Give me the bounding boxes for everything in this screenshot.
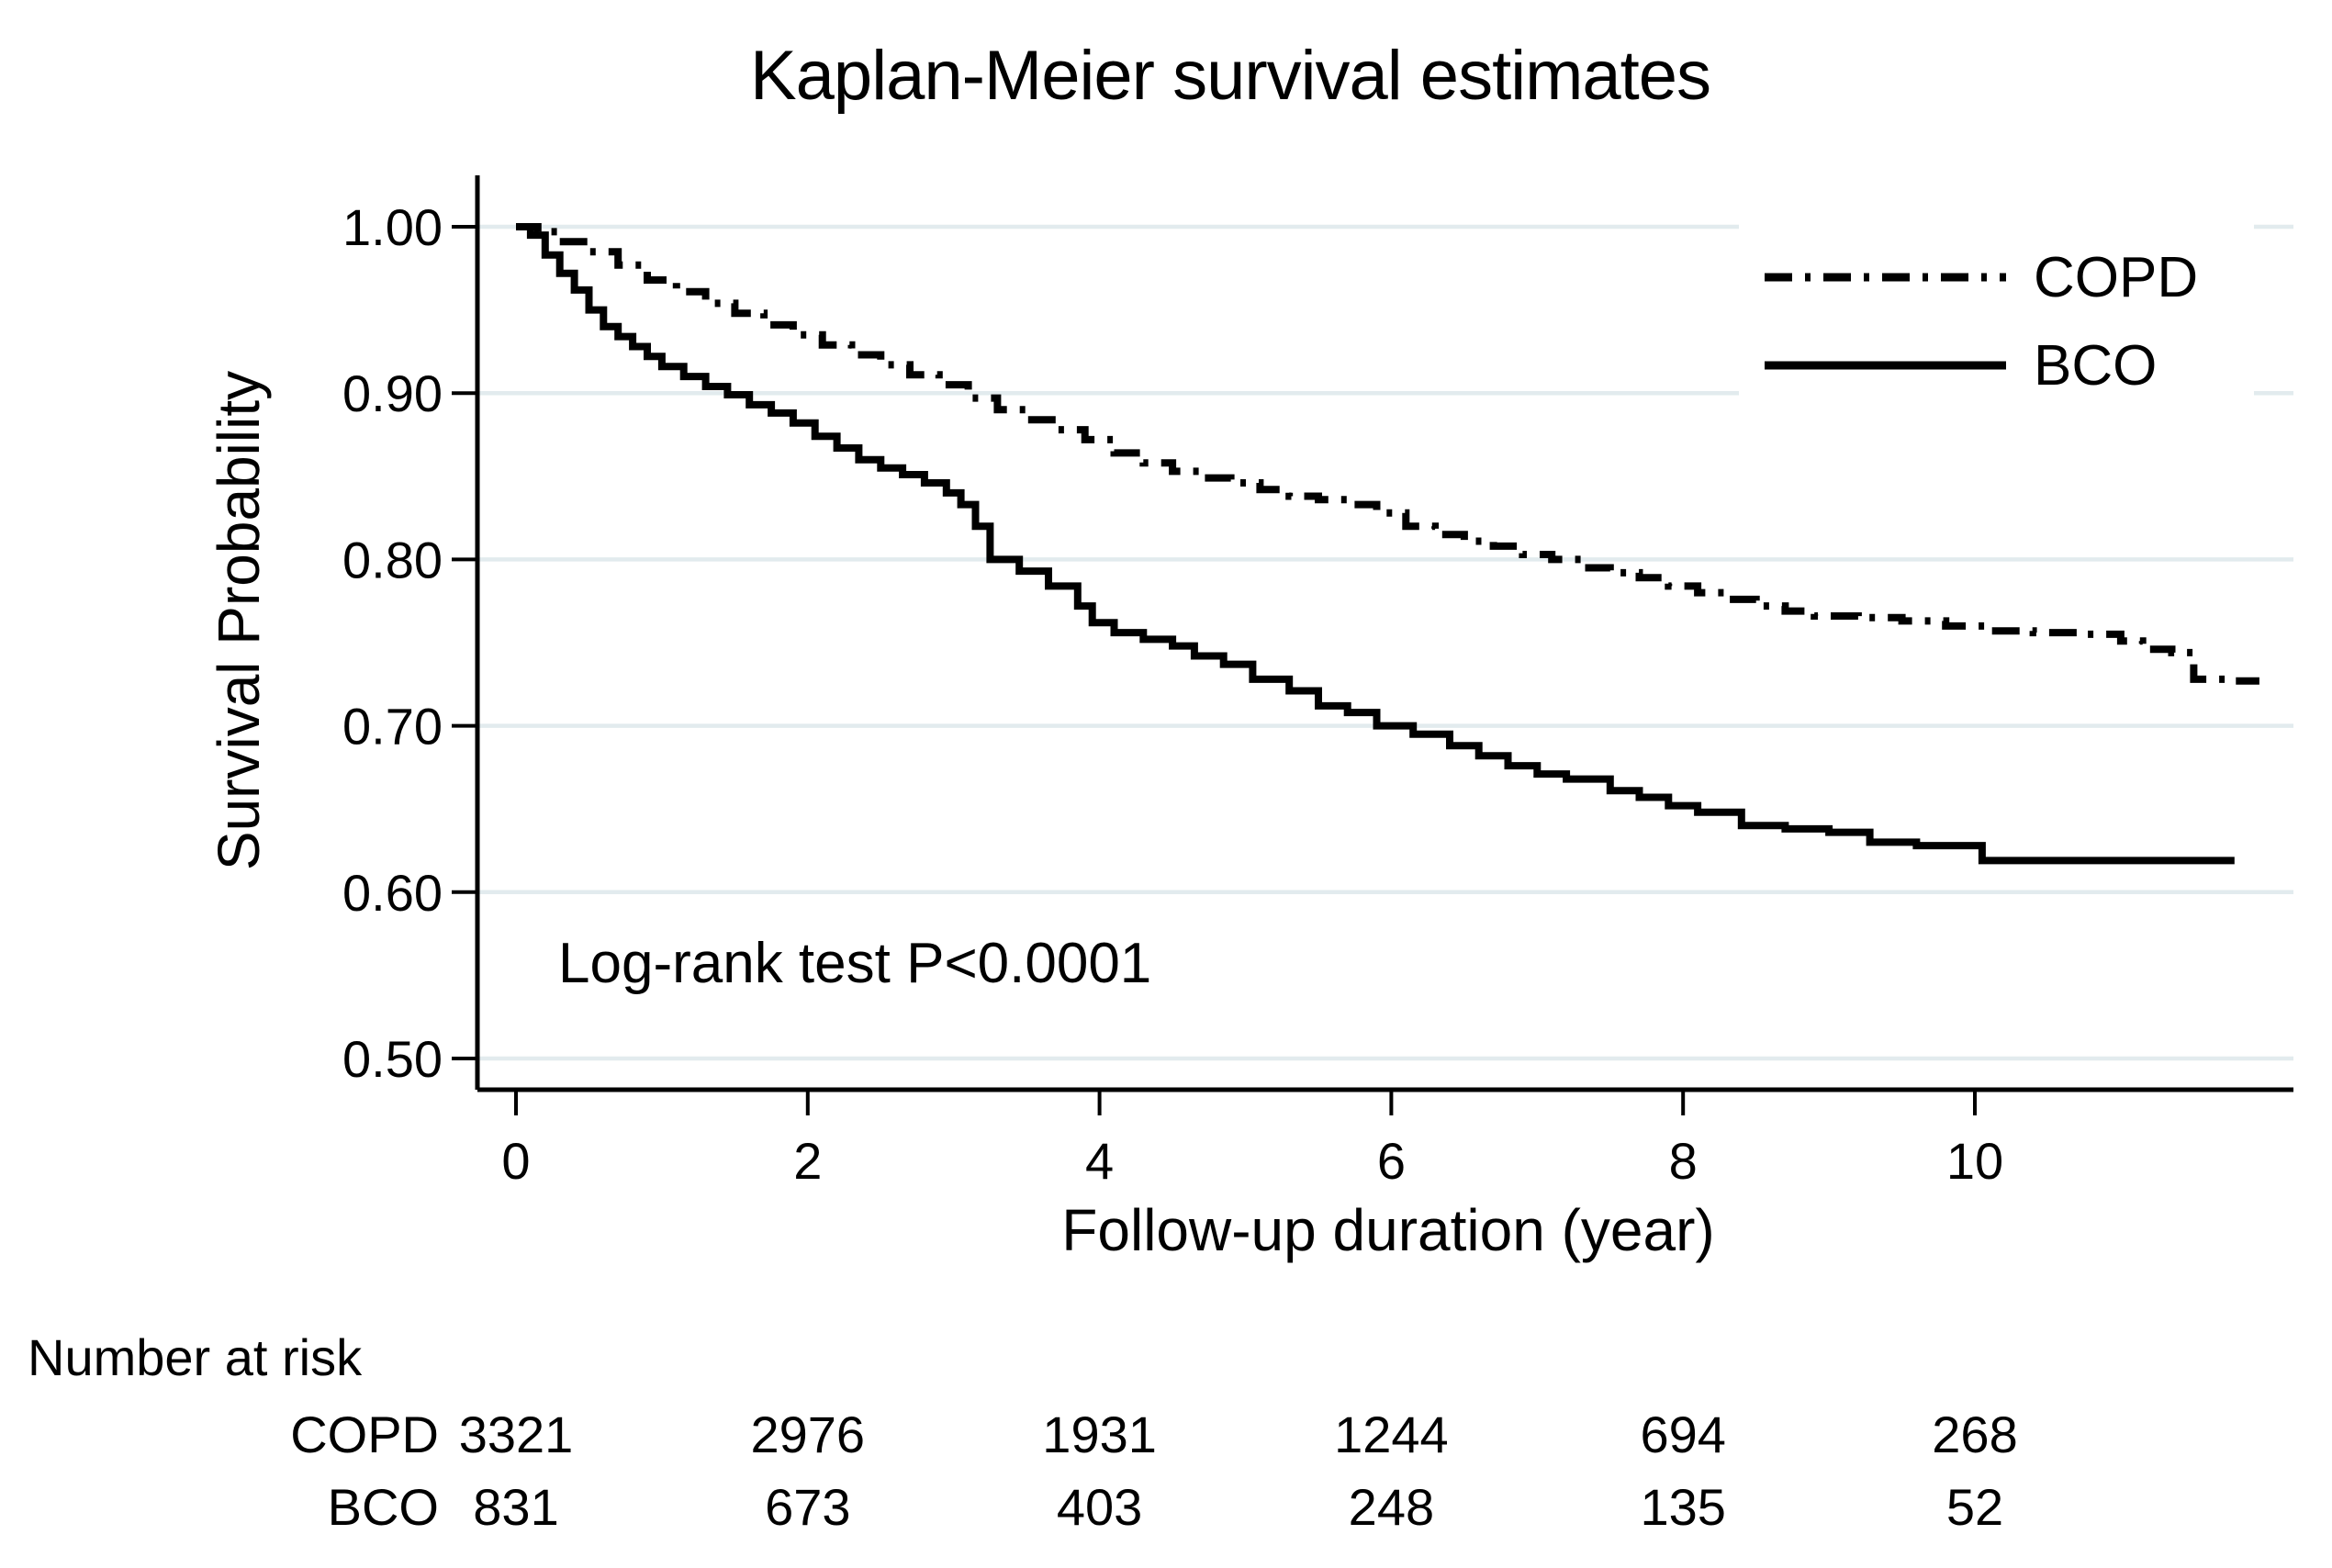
y-tick-label: 0.50 (342, 1030, 443, 1088)
risk-count: 268 (1932, 1406, 2017, 1463)
y-axis-title: Survival Probability (206, 371, 272, 870)
risk-count: 694 (1640, 1406, 1725, 1463)
risk-count: 135 (1640, 1478, 1725, 1536)
risk-count: 403 (1057, 1478, 1142, 1536)
axes: 1.00 0.90 0.80 0.70 0.60 0.50 0 2 4 6 8 10 (342, 175, 2293, 1190)
risk-count: 2976 (751, 1406, 866, 1463)
risk-count: 831 (473, 1478, 558, 1536)
curve-bco (516, 223, 2235, 865)
legend-label-copd: COPD (2034, 246, 2198, 309)
survival-curves (516, 223, 2259, 865)
risk-row-label-copd: COPD (290, 1406, 439, 1463)
x-tick-label: 2 (793, 1132, 822, 1190)
y-tick-label: 0.70 (342, 698, 443, 756)
x-tick-label: 10 (1946, 1132, 2003, 1190)
y-tick-label: 0.90 (342, 364, 443, 422)
risk-row-label-bco: BCO (328, 1478, 439, 1536)
y-tick-label: 0.60 (342, 864, 443, 922)
chart-title: Kaplan-Meier survival estimates (750, 37, 1710, 115)
legend-background (1739, 216, 2254, 410)
x-tick-label: 4 (1085, 1132, 1114, 1190)
risk-table-header: Number at risk (28, 1328, 363, 1386)
logrank-annotation: Log-rank test P<0.0001 (558, 932, 1151, 995)
x-tick-label: 8 (1669, 1132, 1698, 1190)
risk-count: 52 (1946, 1478, 2003, 1536)
legend-label-bco: BCO (2034, 334, 2157, 398)
x-tick-label: 6 (1377, 1132, 1406, 1190)
risk-count: 248 (1349, 1478, 1434, 1536)
risk-count: 1931 (1042, 1406, 1157, 1463)
risk-count: 673 (765, 1478, 850, 1536)
x-axis-title: Follow-up duration (year) (1061, 1197, 1714, 1263)
risk-count: 3321 (459, 1406, 574, 1463)
curve-copd (516, 223, 2259, 685)
risk-counts: 3321 2976 1931 1244 694 268 831 673 403 248 135 52 (459, 1406, 2018, 1536)
y-tick-label: 1.00 (342, 198, 443, 256)
x-tick-label: 0 (501, 1132, 530, 1190)
risk-count: 1244 (1334, 1406, 1449, 1463)
y-tick-label: 0.80 (342, 531, 443, 588)
